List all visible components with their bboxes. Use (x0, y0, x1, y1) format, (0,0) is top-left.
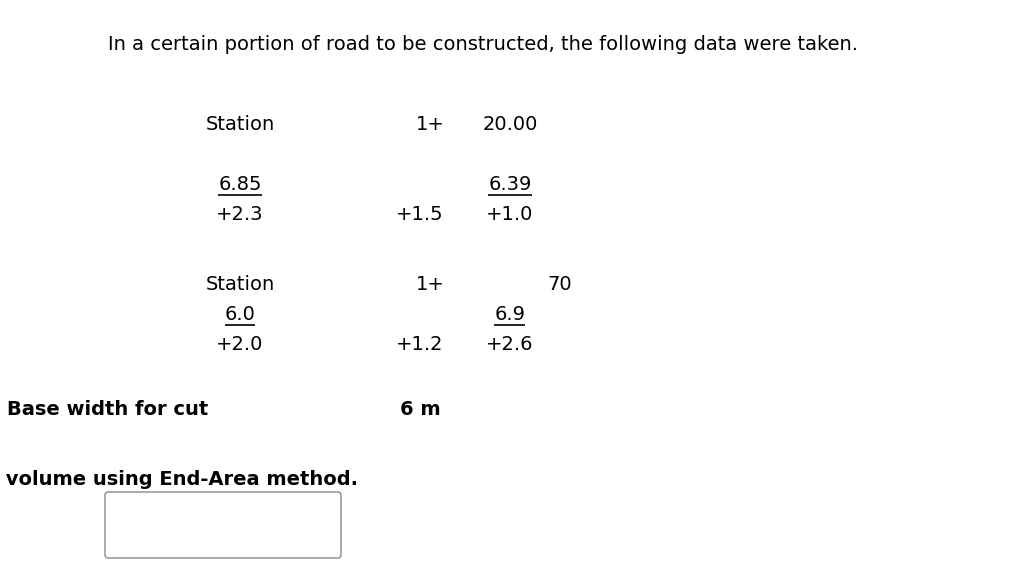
Text: +1.2: +1.2 (396, 335, 443, 354)
Text: +1.5: +1.5 (395, 205, 444, 224)
FancyBboxPatch shape (105, 492, 341, 558)
Text: 6.39: 6.39 (488, 175, 531, 194)
Text: 6.9: 6.9 (494, 305, 525, 324)
Text: +1.0: +1.0 (486, 205, 533, 224)
Text: Station: Station (205, 115, 274, 134)
Text: 20.00: 20.00 (482, 115, 537, 134)
Text: +2.3: +2.3 (216, 205, 264, 224)
Text: 6 m: 6 m (399, 400, 440, 419)
Text: 1+: 1+ (416, 275, 444, 294)
Text: Base width for cut: Base width for cut (7, 400, 208, 419)
Text: 70: 70 (547, 275, 572, 294)
Text: +2.0: +2.0 (216, 335, 264, 354)
Text: Station: Station (205, 275, 274, 294)
Text: In a certain portion of road to be constructed, the following data were taken.: In a certain portion of road to be const… (108, 35, 857, 54)
Text: Solve for the volume using End-Area method.: Solve for the volume using End-Area meth… (0, 470, 358, 489)
Text: 6.0: 6.0 (224, 305, 255, 324)
Text: 6.85: 6.85 (218, 175, 262, 194)
Text: 1+: 1+ (416, 115, 444, 134)
Text: +2.6: +2.6 (485, 335, 533, 354)
